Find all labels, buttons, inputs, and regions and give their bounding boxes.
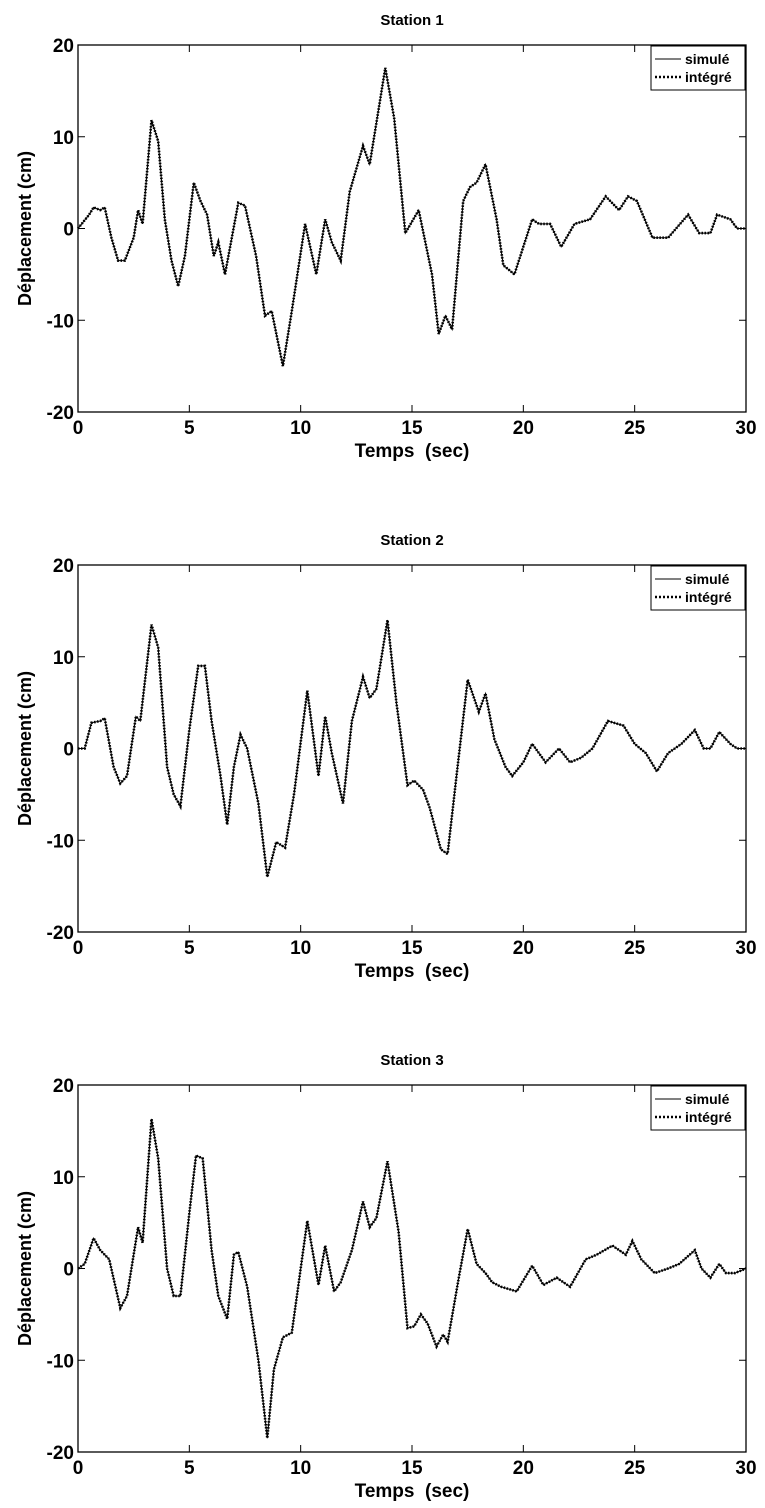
series-line bbox=[77, 1118, 747, 1439]
x-tick-label: 30 bbox=[735, 418, 756, 439]
y-tick-label: -10 bbox=[47, 1351, 74, 1372]
y-axis-label: Déplacement (cm) bbox=[15, 671, 35, 826]
y-tick-label: 20 bbox=[53, 556, 74, 577]
y-axis-label: Déplacement (cm) bbox=[15, 1191, 35, 1346]
x-tick-label: 0 bbox=[73, 938, 84, 959]
x-tick-label: 25 bbox=[624, 418, 646, 439]
y-tick-label: 0 bbox=[63, 1260, 74, 1281]
y-tick-label: -20 bbox=[47, 403, 74, 424]
legend-label: simulé bbox=[685, 571, 730, 587]
x-tick-label: 25 bbox=[624, 938, 646, 959]
plot-frame bbox=[77, 1084, 747, 1453]
y-tick-label: 0 bbox=[63, 740, 74, 761]
x-tick-label: 10 bbox=[290, 938, 311, 959]
x-tick-label: 15 bbox=[401, 1458, 423, 1479]
legend-label: intégré bbox=[685, 69, 732, 85]
series-line bbox=[77, 67, 746, 367]
x-tick-label: 20 bbox=[513, 938, 534, 959]
y-tick-label: 0 bbox=[63, 220, 74, 241]
x-tick-label: 10 bbox=[290, 1458, 311, 1479]
series-line bbox=[78, 619, 746, 878]
y-tick-label: -10 bbox=[47, 311, 74, 332]
series-line bbox=[76, 67, 746, 367]
chart-title: Station 2 bbox=[380, 532, 443, 549]
series-line bbox=[78, 619, 746, 878]
legend-label: intégré bbox=[685, 1109, 732, 1125]
series-line bbox=[77, 1118, 747, 1439]
legend-label: simulé bbox=[685, 1091, 730, 1107]
y-tick-label: 10 bbox=[53, 1168, 74, 1189]
x-tick-label: 5 bbox=[184, 1458, 195, 1479]
x-tick-label: 0 bbox=[73, 418, 84, 439]
x-tick-label: 0 bbox=[73, 1458, 84, 1479]
x-tick-label: 30 bbox=[735, 938, 756, 959]
legend-box bbox=[650, 565, 746, 611]
y-tick-label: -20 bbox=[47, 923, 74, 944]
y-axis-label: Déplacement (cm) bbox=[15, 151, 35, 306]
chart-title: Station 3 bbox=[380, 1052, 443, 1069]
legend-label: intégré bbox=[685, 589, 732, 605]
y-tick-label: -10 bbox=[47, 831, 74, 852]
y-tick-label: 20 bbox=[53, 36, 74, 57]
x-tick-label: 5 bbox=[184, 938, 195, 959]
y-tick-label: -20 bbox=[47, 1443, 74, 1464]
legend-label: simulé bbox=[685, 51, 730, 67]
x-axis-label: Temps (sec) bbox=[355, 961, 470, 982]
x-tick-label: 10 bbox=[290, 418, 311, 439]
plot-frame bbox=[77, 44, 747, 413]
x-tick-label: 15 bbox=[401, 938, 423, 959]
x-tick-label: 5 bbox=[184, 418, 195, 439]
y-tick-label: 10 bbox=[53, 128, 74, 149]
legend-box bbox=[650, 1085, 746, 1131]
x-axis-label: Temps (sec) bbox=[355, 1481, 470, 1502]
legend-box bbox=[650, 45, 746, 91]
x-axis-label: Temps (sec) bbox=[355, 441, 470, 462]
y-tick-label: 10 bbox=[53, 648, 74, 669]
x-tick-label: 25 bbox=[624, 1458, 646, 1479]
x-tick-label: 20 bbox=[513, 418, 534, 439]
x-tick-label: 30 bbox=[735, 1458, 756, 1479]
y-tick-label: 20 bbox=[53, 1076, 74, 1097]
x-tick-label: 20 bbox=[513, 1458, 534, 1479]
x-tick-label: 15 bbox=[401, 418, 423, 439]
plot-frame bbox=[77, 564, 747, 933]
chart-title: Station 1 bbox=[380, 12, 443, 29]
